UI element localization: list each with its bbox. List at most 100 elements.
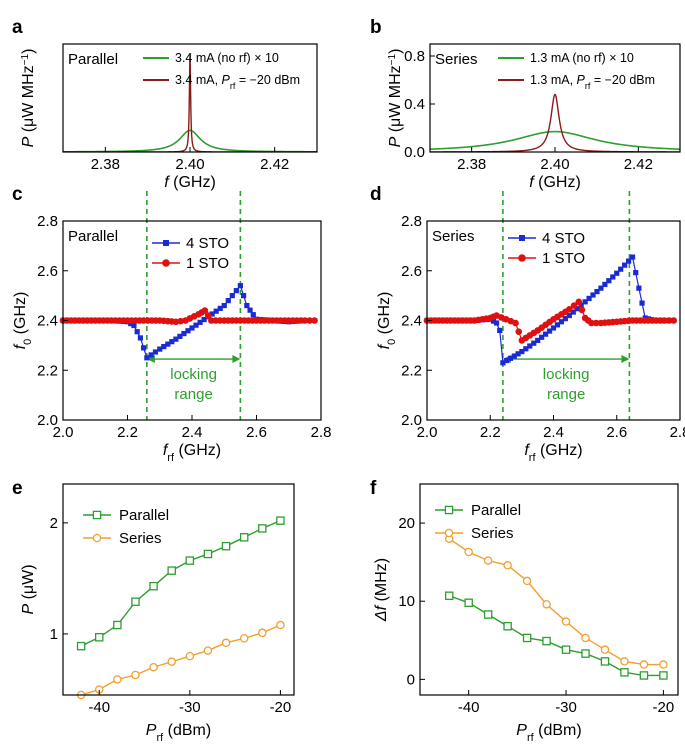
y-axis-label: P (μW) bbox=[20, 564, 37, 614]
y-tick-label: 0.4 bbox=[404, 96, 425, 113]
data-point bbox=[539, 334, 545, 340]
data-point bbox=[185, 651, 195, 661]
data-point bbox=[149, 581, 158, 591]
y-tick-label: 2.4 bbox=[401, 313, 422, 330]
y-axis-label: Δf (MHz) bbox=[373, 558, 390, 622]
data-point bbox=[558, 319, 565, 325]
data-point bbox=[497, 327, 503, 334]
series-line bbox=[80, 624, 281, 696]
data-point bbox=[311, 317, 318, 324]
data-point bbox=[522, 576, 532, 586]
axes-frame bbox=[419, 483, 679, 696]
y-tick-label: 20 bbox=[398, 515, 415, 532]
data-point bbox=[512, 319, 519, 327]
y-tick-label: 2.6 bbox=[37, 263, 58, 280]
data-point bbox=[542, 331, 549, 337]
series-1-sto bbox=[59, 307, 318, 326]
data-point bbox=[152, 349, 159, 355]
x-axis-unit: (dBm) bbox=[534, 722, 582, 739]
data-point bbox=[167, 657, 176, 666]
legend-entry: 3.4 mA (no rf) × 10 bbox=[175, 51, 279, 65]
data-point bbox=[542, 636, 551, 646]
series-series bbox=[444, 534, 668, 669]
data-point bbox=[444, 505, 454, 515]
data-point bbox=[639, 660, 649, 669]
x-axis-subscript: rf bbox=[529, 452, 537, 464]
series-line bbox=[448, 595, 664, 677]
data-point bbox=[92, 533, 102, 543]
data-point bbox=[518, 254, 526, 262]
y-axis-symbol: f bbox=[376, 343, 393, 349]
data-point bbox=[221, 638, 231, 648]
locking-range-label: locking bbox=[543, 366, 590, 383]
series-parallel bbox=[76, 516, 285, 651]
data-point bbox=[659, 671, 668, 680]
panel-d: d locking range 2.0 2.2 2.4 2.6 2.8 2.0 2.2 2.4 2.6… bbox=[370, 184, 685, 464]
data-point bbox=[561, 617, 571, 626]
data-point bbox=[493, 320, 500, 326]
series-4-sto bbox=[424, 254, 677, 366]
legend-entry: Series bbox=[119, 530, 162, 547]
series-line bbox=[80, 520, 281, 647]
data-point bbox=[276, 516, 285, 525]
data-point bbox=[241, 293, 247, 299]
panel-letter: e bbox=[12, 478, 23, 499]
data-point bbox=[606, 278, 612, 284]
x-tick-label: 2.0 bbox=[53, 424, 74, 441]
data-point bbox=[162, 259, 170, 267]
x-tick-label: -30 bbox=[555, 699, 577, 716]
y-axis-symbol: f bbox=[12, 343, 29, 349]
y-axis-unit-close: ) bbox=[20, 49, 37, 54]
y-axis-unit: (GHz) bbox=[376, 292, 393, 339]
panel-c: c locking range 2.0 2.2 2.4 2.6 2.8 2.0 2.2 2.4 2.6… bbox=[12, 184, 331, 464]
data-point bbox=[598, 285, 604, 291]
legend-entry: 1 STO bbox=[186, 255, 229, 272]
data-point bbox=[562, 316, 568, 322]
data-point bbox=[217, 305, 223, 311]
data-point bbox=[250, 312, 256, 318]
x-tick-label: 2.4 bbox=[182, 424, 203, 441]
data-point bbox=[131, 597, 140, 606]
data-point bbox=[148, 352, 154, 358]
data-point bbox=[94, 633, 104, 642]
data-point bbox=[542, 600, 551, 609]
data-point bbox=[515, 328, 523, 335]
data-point bbox=[177, 333, 183, 339]
y-tick-label: 0.8 bbox=[404, 48, 425, 65]
legend-subscript: rf bbox=[585, 81, 591, 91]
y-axis-subscript: 0 bbox=[22, 339, 34, 345]
data-point bbox=[581, 649, 590, 658]
data-point bbox=[535, 337, 541, 343]
mode-label: Series bbox=[435, 51, 478, 68]
y-tick-label: 2 bbox=[50, 515, 58, 532]
data-point bbox=[633, 270, 639, 276]
data-point bbox=[247, 307, 253, 313]
data-point bbox=[566, 312, 572, 319]
series-series bbox=[76, 620, 285, 700]
legend-text: = −20 dBm bbox=[235, 73, 300, 87]
x-axis-label: Prf (dBm) bbox=[146, 722, 211, 744]
data-point bbox=[221, 541, 231, 551]
y-axis-unit: (μW) bbox=[20, 564, 37, 603]
y-axis-subscript: 0 bbox=[386, 339, 398, 345]
x-tick-label: -40 bbox=[458, 699, 480, 716]
data-point bbox=[660, 317, 668, 324]
legend-text: 3.4 mA, bbox=[175, 73, 222, 87]
data-point bbox=[527, 343, 533, 349]
series-line-with-rf bbox=[63, 54, 317, 152]
data-point bbox=[588, 319, 595, 327]
x-tick-label: 2.6 bbox=[246, 424, 267, 441]
data-point bbox=[629, 254, 636, 260]
x-axis-label: Prf (dBm) bbox=[516, 722, 581, 744]
data-point bbox=[504, 357, 510, 364]
data-point bbox=[204, 312, 212, 319]
panel-letter: b bbox=[370, 17, 382, 38]
x-axis-symbol: f bbox=[164, 174, 170, 191]
data-point bbox=[161, 344, 167, 350]
y-tick-label: 0 bbox=[407, 671, 415, 688]
axes-frame bbox=[62, 483, 295, 696]
y-tick-label: 0.0 bbox=[404, 144, 425, 161]
data-point bbox=[490, 318, 497, 324]
y-axis-label: P (μW MHz−1) bbox=[20, 49, 38, 148]
